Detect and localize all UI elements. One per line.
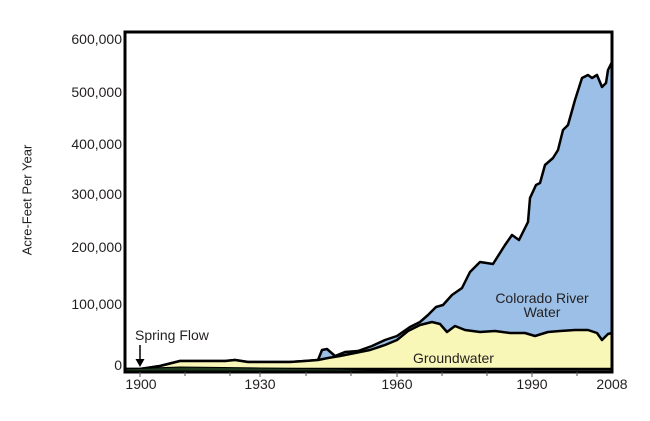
colorado-river-label-line1: Colorado River bbox=[495, 290, 589, 306]
y-tick-400000: 400,000 bbox=[71, 136, 122, 152]
y-tick-100000: 100,000 bbox=[71, 296, 122, 312]
colorado-river-area bbox=[123, 60, 614, 371]
x-tick-1900: 1900 bbox=[125, 376, 157, 392]
plot-frame bbox=[123, 30, 614, 374]
x-tick-1960: 1960 bbox=[381, 376, 413, 392]
y-axis-label: Acre-Feet Per Year bbox=[19, 144, 35, 256]
x-tick-1990: 1990 bbox=[516, 376, 548, 392]
groundwater-area bbox=[123, 320, 614, 371]
y-tick-200000: 200,000 bbox=[71, 239, 122, 255]
y-tick-500000: 500,000 bbox=[71, 84, 122, 100]
groundwater-label: Groundwater bbox=[413, 350, 494, 366]
y-tick-300000: 300,000 bbox=[71, 186, 122, 202]
y-tick-600000: 600,000 bbox=[71, 31, 122, 47]
x-tick-1930: 1930 bbox=[244, 376, 276, 392]
x-axis-ticks bbox=[139, 372, 578, 377]
y-tick-0: 0 bbox=[114, 357, 122, 373]
colorado-river-label-line2: Water bbox=[523, 304, 561, 320]
spring-flow-label: Spring Flow bbox=[135, 327, 209, 343]
x-tick-2008: 2008 bbox=[596, 376, 628, 392]
colorado-river-label: Colorado River Water bbox=[487, 291, 597, 319]
spring-flow-arrow-icon bbox=[135, 345, 145, 367]
